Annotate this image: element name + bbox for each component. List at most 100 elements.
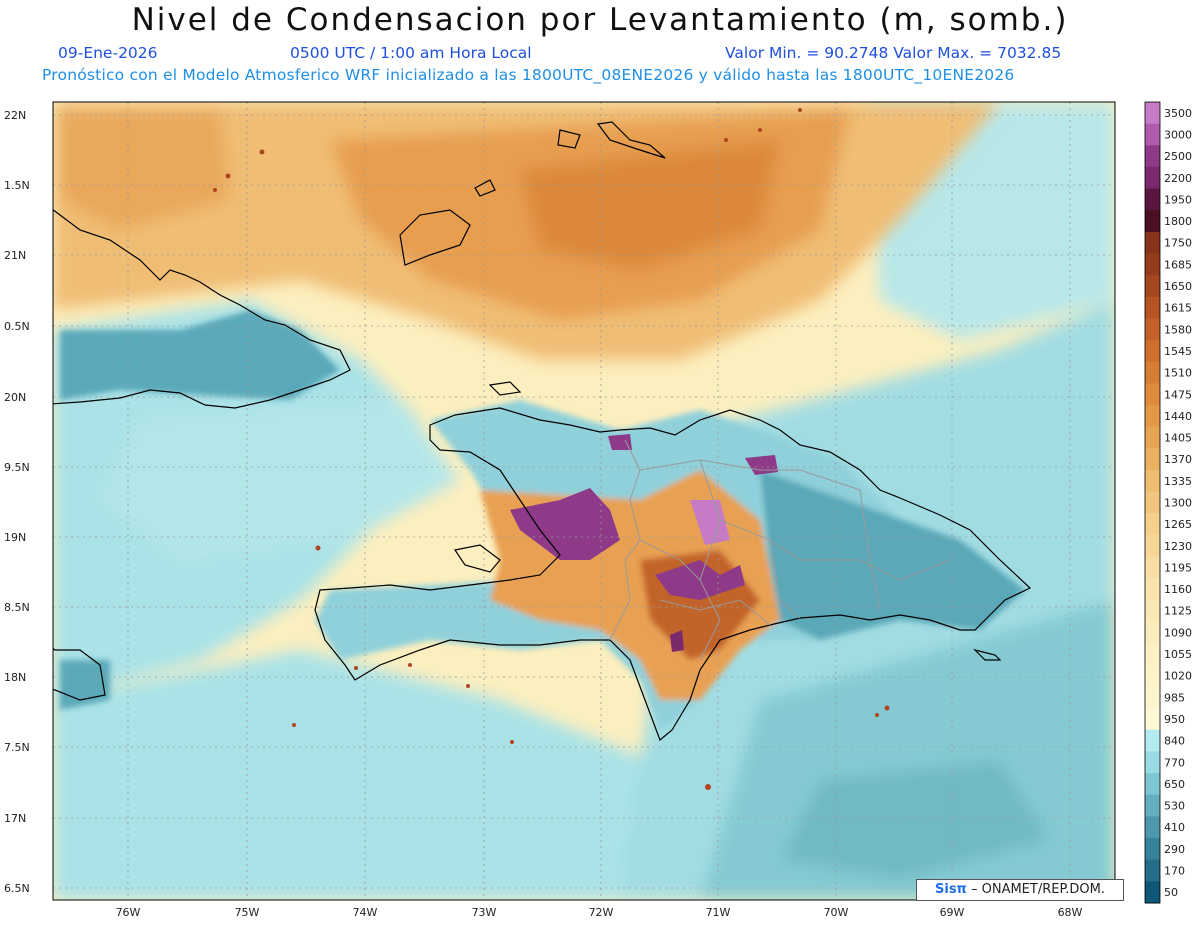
lon-label: 70W bbox=[824, 906, 849, 919]
legend-label: 1090 bbox=[1164, 626, 1192, 639]
legend-swatch bbox=[1145, 231, 1160, 255]
lat-label: 9.5N bbox=[4, 461, 30, 474]
legend-label: 170 bbox=[1164, 865, 1185, 878]
lon-label: 74W bbox=[353, 906, 378, 919]
legend-swatch bbox=[1145, 361, 1160, 384]
legend-swatch bbox=[1145, 534, 1160, 558]
legend-label: 1335 bbox=[1164, 475, 1192, 488]
coastlines bbox=[53, 121, 1032, 742]
forecast-date: 09-Ene-2026 bbox=[58, 44, 158, 62]
legend-label: 1510 bbox=[1164, 367, 1192, 380]
legend-label: 840 bbox=[1164, 735, 1185, 748]
lon-label: 73W bbox=[472, 906, 497, 919]
legend-swatch bbox=[1145, 859, 1160, 882]
legend-swatch bbox=[1145, 708, 1160, 731]
legend-label: 50 bbox=[1164, 886, 1178, 899]
legend-swatch bbox=[1145, 599, 1160, 623]
legend-swatch bbox=[1145, 881, 1160, 904]
lat-label: 21N bbox=[4, 249, 26, 262]
legend-swatch bbox=[1145, 773, 1160, 796]
legend-swatch bbox=[1145, 686, 1160, 709]
legend-label: 530 bbox=[1164, 800, 1185, 813]
legend-label: 2500 bbox=[1164, 150, 1192, 163]
legend-label: 1125 bbox=[1164, 605, 1192, 618]
legend-label: 1475 bbox=[1164, 388, 1192, 401]
legend-swatch bbox=[1145, 145, 1160, 168]
lat-label: 8.5N bbox=[4, 601, 30, 614]
legend-swatch bbox=[1145, 838, 1160, 861]
forecast-time: 0500 UTC / 1:00 am Hora Local bbox=[290, 44, 532, 62]
lat-label: 0.5N bbox=[4, 320, 30, 333]
lat-label: 1.5N bbox=[4, 179, 30, 192]
legend-frame bbox=[1144, 101, 1161, 904]
legend-label: 1800 bbox=[1164, 215, 1192, 228]
legend-label: 290 bbox=[1164, 843, 1185, 856]
lat-label: 22N bbox=[4, 109, 26, 122]
legend-label: 1265 bbox=[1164, 518, 1192, 531]
lat-label: 17N bbox=[4, 812, 26, 825]
lon-label: 76W bbox=[116, 906, 141, 919]
credit-text: – ONAMET/REP.DOM. bbox=[966, 882, 1105, 897]
legend-swatch bbox=[1145, 816, 1160, 839]
province-borders bbox=[609, 439, 951, 661]
legend-swatch bbox=[1145, 383, 1160, 406]
lat-label: 20N bbox=[4, 391, 26, 404]
legend-swatch bbox=[1145, 729, 1160, 752]
legend-label: 950 bbox=[1164, 713, 1185, 726]
legend-swatch bbox=[1145, 621, 1160, 644]
legend-label: 1230 bbox=[1164, 540, 1192, 553]
credit-box: Sisπ – ONAMET/REP.DOM. bbox=[916, 879, 1124, 901]
legend-swatch bbox=[1145, 491, 1160, 514]
min-max-values: Valor Min. = 90.2748 Valor Max. = 7032.8… bbox=[725, 44, 1062, 62]
model-info: Pronóstico con el Modelo Atmosferico WRF… bbox=[42, 66, 1015, 84]
legend-label: 1750 bbox=[1164, 237, 1192, 250]
legend-label: 1950 bbox=[1164, 193, 1192, 206]
legend-swatch bbox=[1145, 318, 1160, 341]
legend-label: 1545 bbox=[1164, 345, 1192, 358]
legend-label: 2200 bbox=[1164, 172, 1192, 185]
legend-swatch bbox=[1145, 426, 1160, 449]
legend-swatch bbox=[1145, 556, 1160, 579]
legend-swatch bbox=[1145, 664, 1160, 688]
legend-label: 1580 bbox=[1164, 323, 1192, 336]
lat-label: 18N bbox=[4, 671, 26, 684]
credit-brand: Sisπ bbox=[935, 882, 967, 897]
legend-swatch bbox=[1145, 448, 1160, 471]
legend-label: 1370 bbox=[1164, 453, 1192, 466]
lat-labels: 22N 1.5N 21N 0.5N 20N 9.5N 19N 8.5N 18N … bbox=[4, 109, 30, 895]
legend-swatch bbox=[1145, 578, 1160, 601]
lat-label: 6.5N bbox=[4, 882, 30, 895]
legend-swatch bbox=[1145, 166, 1160, 190]
lon-label: 68W bbox=[1058, 906, 1083, 919]
legend-label: 1650 bbox=[1164, 280, 1192, 293]
legend-label: 1055 bbox=[1164, 648, 1192, 661]
legend-label: 650 bbox=[1164, 778, 1185, 791]
lat-label: 19N bbox=[4, 531, 26, 544]
lat-label: 7.5N bbox=[4, 741, 30, 754]
legend-swatch bbox=[1145, 470, 1160, 493]
legend-swatch bbox=[1145, 102, 1160, 125]
legend-label: 985 bbox=[1164, 691, 1185, 704]
lon-labels: 76W 75W 74W 73W 72W 71W 70W 69W 68W bbox=[116, 906, 1083, 919]
color-legend: 3500 3000 2500 2200 1950 1800 1750 1685 1650 1615… bbox=[1144, 101, 1192, 904]
legend-swatch bbox=[1145, 643, 1160, 666]
legend-label: 770 bbox=[1164, 756, 1185, 769]
legend-label: 3000 bbox=[1164, 128, 1192, 141]
lon-label: 72W bbox=[589, 906, 614, 919]
legend-label: 410 bbox=[1164, 821, 1185, 834]
legend-swatch bbox=[1145, 210, 1160, 233]
legend-swatch bbox=[1145, 123, 1160, 146]
legend-label: 1615 bbox=[1164, 302, 1192, 315]
legend-label: 1440 bbox=[1164, 410, 1192, 423]
legend-swatch bbox=[1145, 794, 1160, 817]
graticule bbox=[53, 102, 1115, 900]
lon-label: 71W bbox=[706, 906, 731, 919]
legend-label: 1160 bbox=[1164, 583, 1192, 596]
legend-label: 1020 bbox=[1164, 670, 1192, 683]
legend-label: 3500 bbox=[1164, 107, 1192, 120]
legend-label: 1300 bbox=[1164, 497, 1192, 510]
legend-swatch bbox=[1145, 253, 1160, 276]
lon-label: 69W bbox=[940, 906, 965, 919]
legend-label: 1405 bbox=[1164, 432, 1192, 445]
